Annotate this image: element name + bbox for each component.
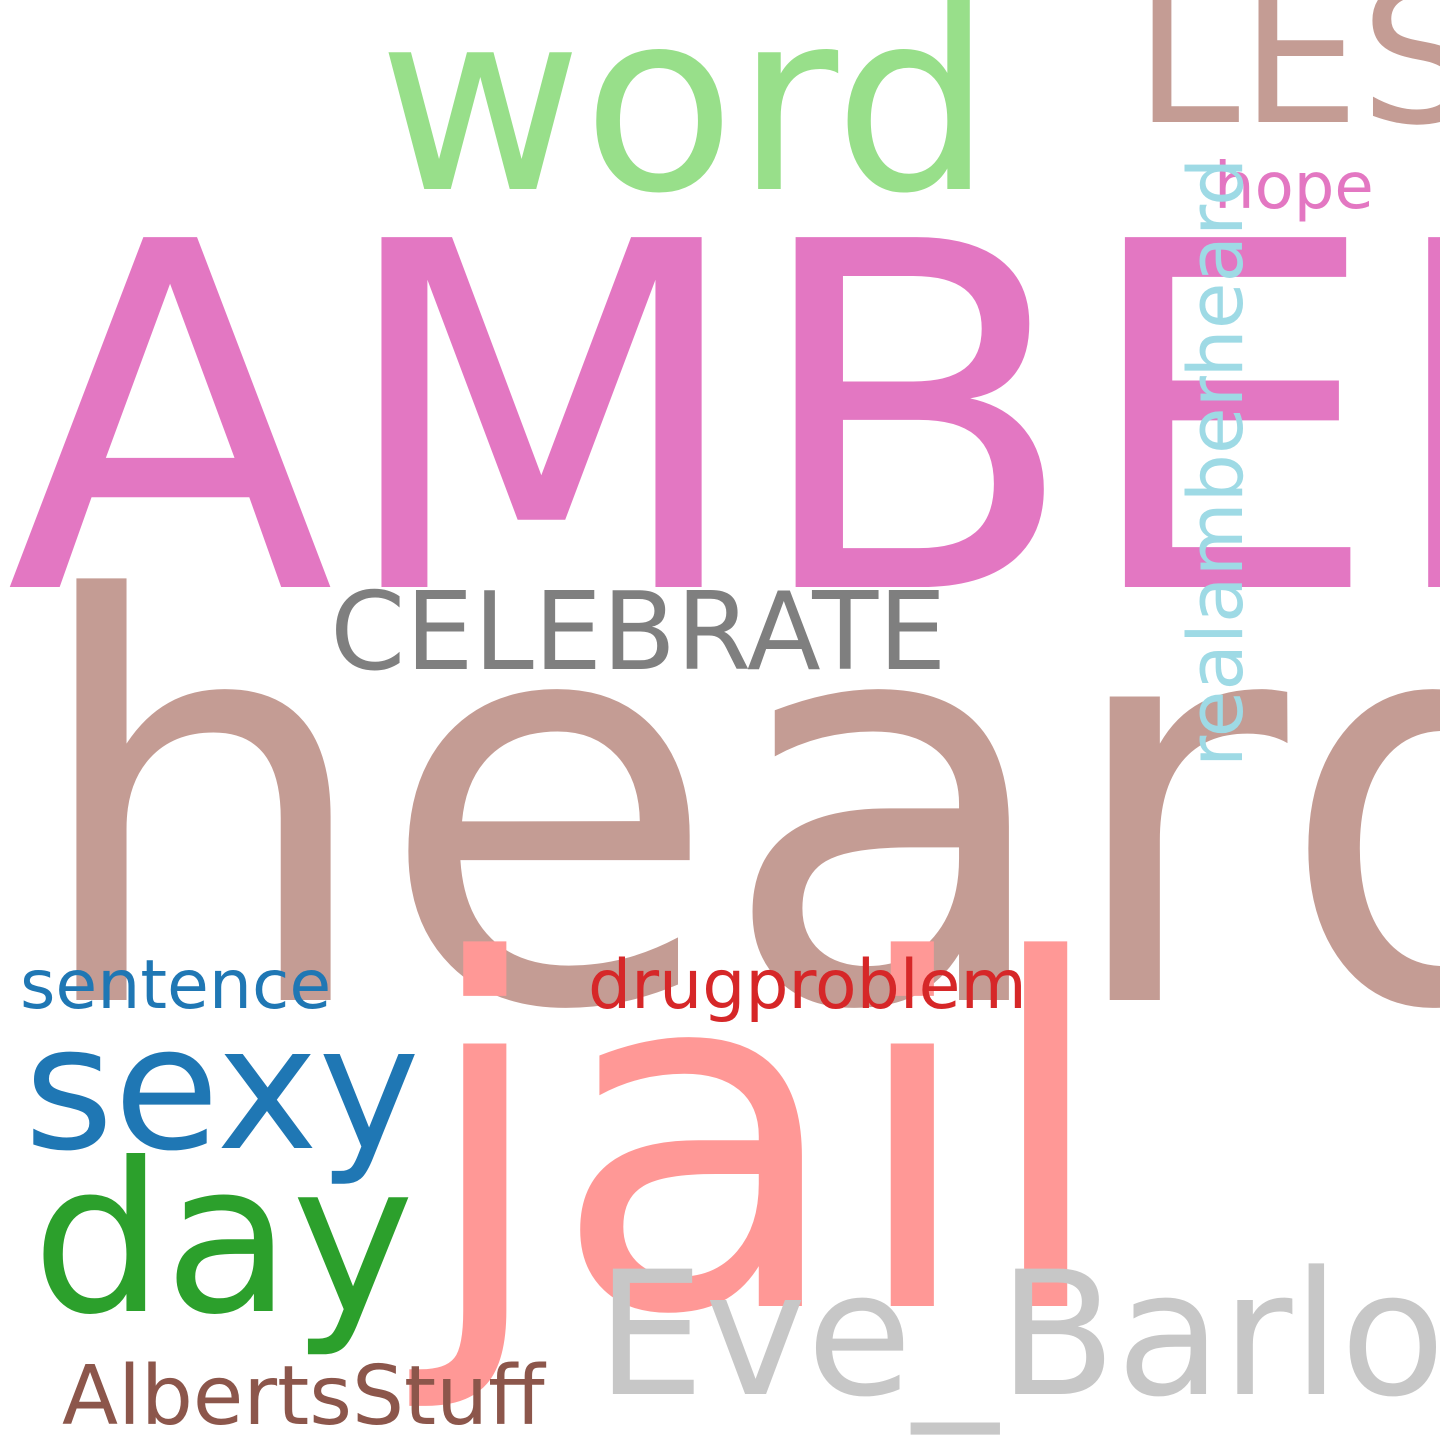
- word-sexy: sexy: [24, 988, 420, 1189]
- word-hope: hope: [1214, 150, 1374, 224]
- word-realamberheard: realamberheard: [1171, 157, 1260, 767]
- word-celebrate: CELEBRATE: [330, 570, 947, 695]
- word-heard: heard: [26, 485, 1440, 1131]
- word-sentence: Eve_Barlow: [596, 1234, 1440, 1435]
- word-day: day: [32, 1119, 415, 1361]
- word-albertsstuff: AlbertsStuff: [62, 1349, 545, 1440]
- word-drugproblem: sentence: [20, 946, 332, 1025]
- word-amber: AMBER: [6, 142, 1440, 701]
- word-word: word: [378, 0, 993, 248]
- word-eve-barlow: drugproblem: [588, 946, 1027, 1025]
- word-les: LES: [1134, 0, 1440, 167]
- word-jail: jail: [418, 861, 1113, 1420]
